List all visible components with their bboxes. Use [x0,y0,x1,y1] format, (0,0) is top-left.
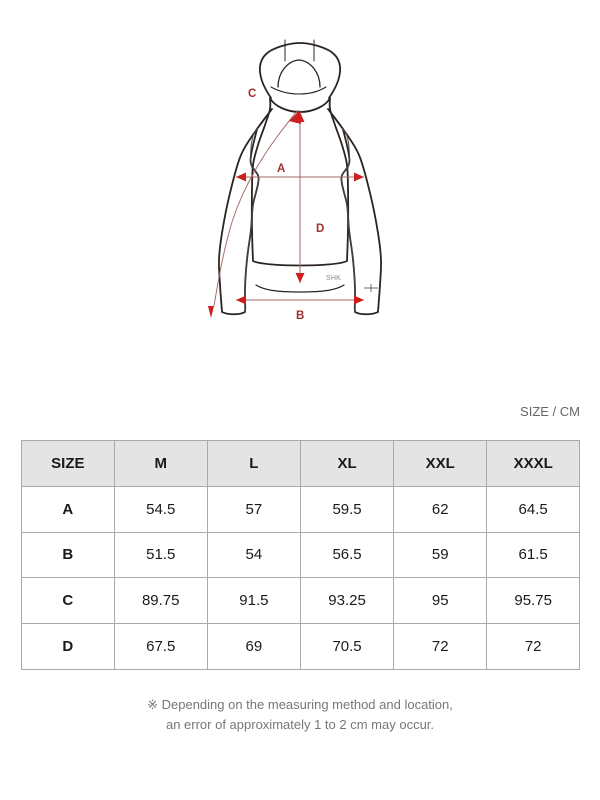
svg-text:C: C [248,88,256,100]
svg-text:D: D [316,223,324,235]
svg-text:SHK: SHK [326,275,341,282]
svg-text:B: B [296,310,304,322]
svg-text:A: A [277,163,285,175]
